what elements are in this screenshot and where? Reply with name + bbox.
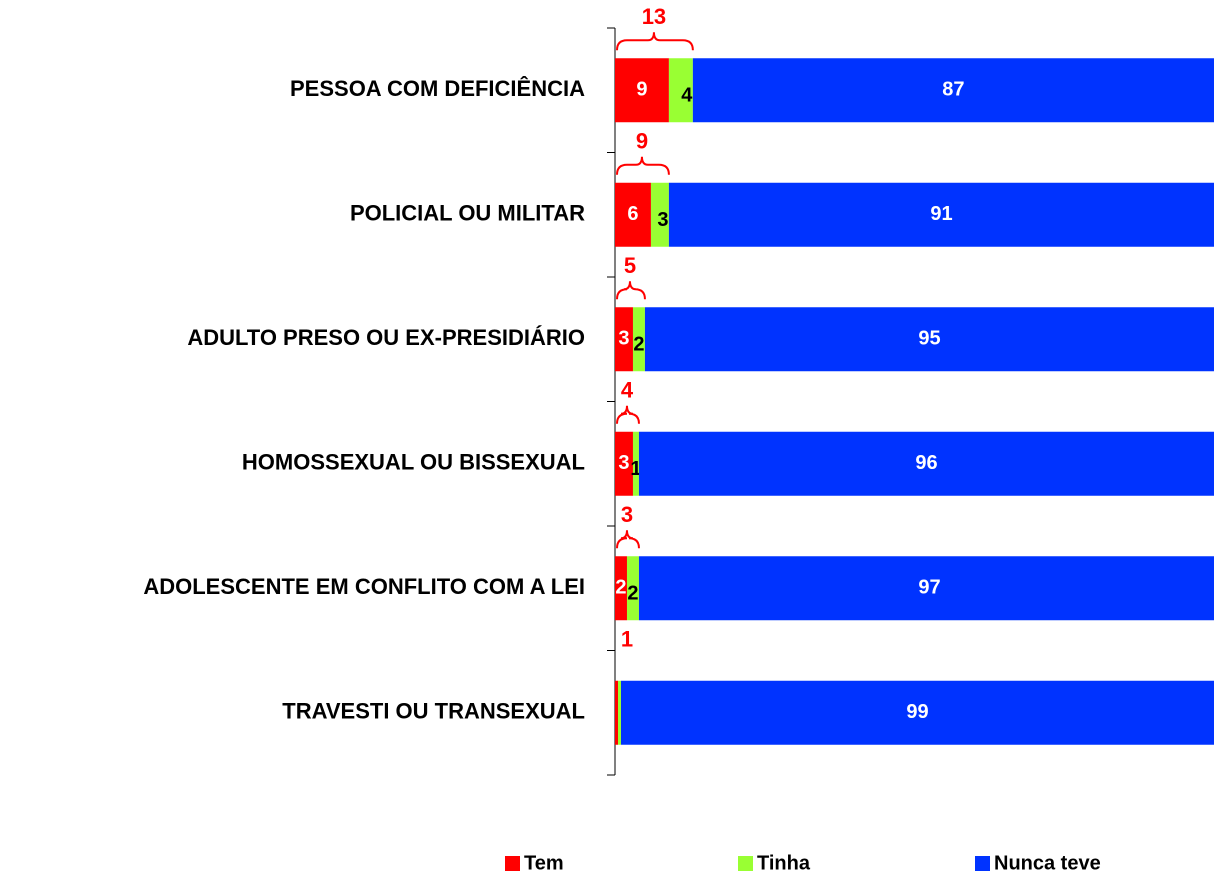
bar-segment xyxy=(615,556,627,621)
brace xyxy=(616,405,640,424)
category-label: ADULTO PRESO OU EX-PRESIDIÁRIO xyxy=(187,325,585,350)
data-label: 96 xyxy=(915,452,937,474)
data-label: 4 xyxy=(681,85,693,107)
category-label: POLICIAL OU MILITAR xyxy=(350,201,585,226)
category-label: TRAVESTI OU TRANSEXUAL xyxy=(282,699,585,724)
category-label: PESSOA COM DEFICIÊNCIA xyxy=(290,76,585,101)
data-label: 97 xyxy=(918,577,940,599)
data-label: 99 xyxy=(906,701,928,723)
total-label: 3 xyxy=(621,502,633,527)
bar-segment xyxy=(692,58,1214,123)
bar-segment xyxy=(620,680,1214,745)
total-label: 13 xyxy=(642,4,666,29)
brace xyxy=(616,32,694,51)
legend-label: Nunca teve xyxy=(994,852,1101,874)
legend-swatch xyxy=(738,856,753,871)
legend-label: Tinha xyxy=(757,852,811,874)
bar-segment xyxy=(632,307,645,372)
total-label: 9 xyxy=(636,129,648,154)
data-label: 3 xyxy=(657,209,668,231)
bar-segment xyxy=(615,182,651,247)
bar-segment xyxy=(668,182,1214,247)
legend-swatch xyxy=(505,856,520,871)
bar-segment xyxy=(668,58,693,123)
brace xyxy=(616,281,646,300)
legend-swatch xyxy=(975,856,990,871)
data-label: 87 xyxy=(942,79,964,101)
bar-segment xyxy=(617,680,621,745)
bar-segment xyxy=(626,556,639,621)
bar-segment xyxy=(615,431,633,496)
data-label: 6 xyxy=(627,203,638,225)
bar-segment xyxy=(615,680,618,745)
category-label: ADOLESCENTE EM CONFLITO COM A LEI xyxy=(143,574,585,599)
bar-segment xyxy=(638,556,1214,621)
brace xyxy=(616,156,670,175)
bar-segment xyxy=(644,307,1214,372)
bar-segment xyxy=(632,431,639,496)
data-label: 3 xyxy=(618,452,629,474)
bar-segment xyxy=(615,58,669,123)
data-label: 95 xyxy=(918,328,940,350)
total-label: 5 xyxy=(624,253,636,278)
data-label: 2 xyxy=(633,334,644,356)
total-label: 4 xyxy=(621,378,634,403)
legend-label: Tem xyxy=(524,852,564,874)
data-label: 3 xyxy=(618,328,629,350)
bar-segment xyxy=(650,182,669,247)
bar-segment xyxy=(615,307,633,372)
data-label: 2 xyxy=(615,577,626,599)
data-label: 1 xyxy=(630,458,641,480)
bar-segment xyxy=(638,431,1214,496)
data-label: 9 xyxy=(636,79,647,101)
data-label: 2 xyxy=(627,583,638,605)
category-label: HOMOSSEXUAL OU BISSEXUAL xyxy=(242,450,585,475)
data-label: 91 xyxy=(930,203,952,225)
total-label: 1 xyxy=(621,627,633,652)
brace xyxy=(616,530,640,549)
